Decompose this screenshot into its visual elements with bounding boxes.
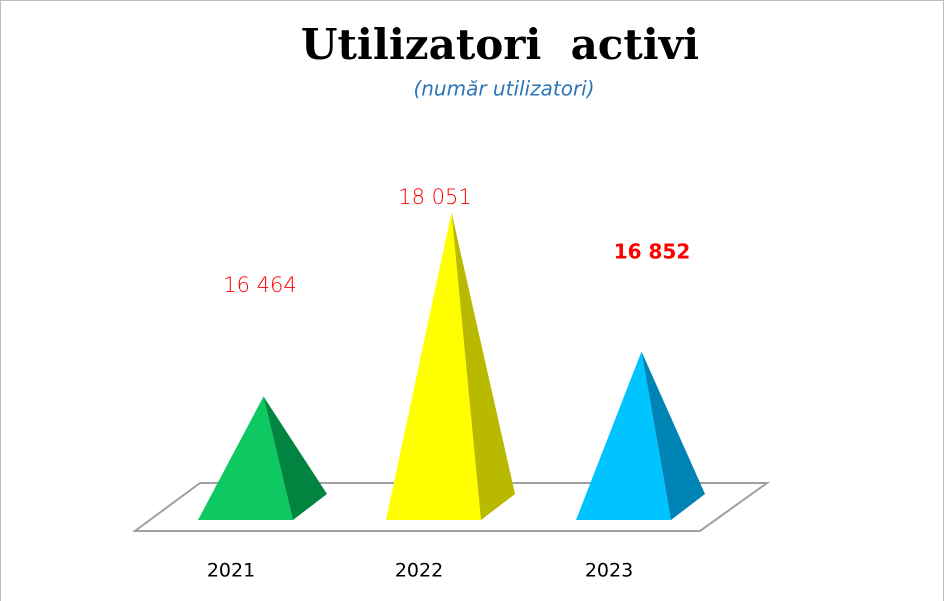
- pyramid: [386, 212, 515, 520]
- pyramid-front: [576, 351, 671, 520]
- x-tick-label: 2023: [585, 560, 633, 582]
- pyramid-front: [386, 212, 481, 520]
- chart-title: Utilizatori activi: [301, 20, 699, 69]
- value-label: 18 051: [398, 185, 471, 209]
- pyramid-side: [641, 351, 705, 520]
- pyramid-front: [198, 396, 293, 520]
- chart-subtitle: (număr utilizatori): [413, 77, 594, 101]
- value-label: 16 852: [614, 240, 691, 264]
- value-label: 16 464: [223, 273, 296, 297]
- pyramid-side: [451, 212, 515, 520]
- pyramid: [576, 351, 705, 520]
- pyramid-side: [263, 396, 327, 520]
- x-tick-label: 2022: [395, 560, 443, 582]
- x-tick-label: 2021: [207, 560, 255, 582]
- pyramid: [198, 396, 327, 520]
